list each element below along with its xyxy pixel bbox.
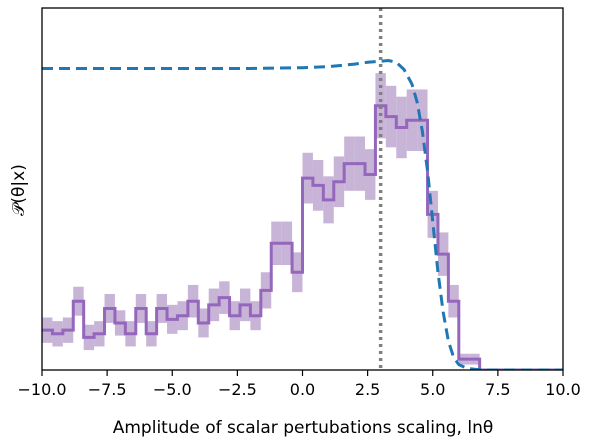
x-tick-label: 10.0	[545, 380, 581, 399]
plot-content	[42, 8, 563, 370]
x-tick-label: 7.5	[485, 380, 510, 399]
x-tick-label: 5.0	[420, 380, 445, 399]
x-tick-label: −5.0	[153, 380, 192, 399]
x-axis-ticks: −10.0 −7.5 −5.0 −2.5 0.0 2.5 5.0 7.5 10.0	[17, 370, 581, 399]
posterior-step-line	[42, 104, 563, 370]
x-tick-label: 2.5	[355, 380, 380, 399]
x-tick-label: 0.0	[290, 380, 315, 399]
x-axis-label: Amplitude of scalar pertubations scaling…	[113, 418, 494, 438]
dashed-curve	[42, 58, 563, 370]
plot-area	[42, 8, 563, 370]
x-tick-label: −2.5	[218, 380, 257, 399]
x-tick-label: −10.0	[17, 380, 66, 399]
x-tick-label: −7.5	[88, 380, 127, 399]
y-axis-label: 𝒫(θ|x)	[9, 164, 29, 216]
